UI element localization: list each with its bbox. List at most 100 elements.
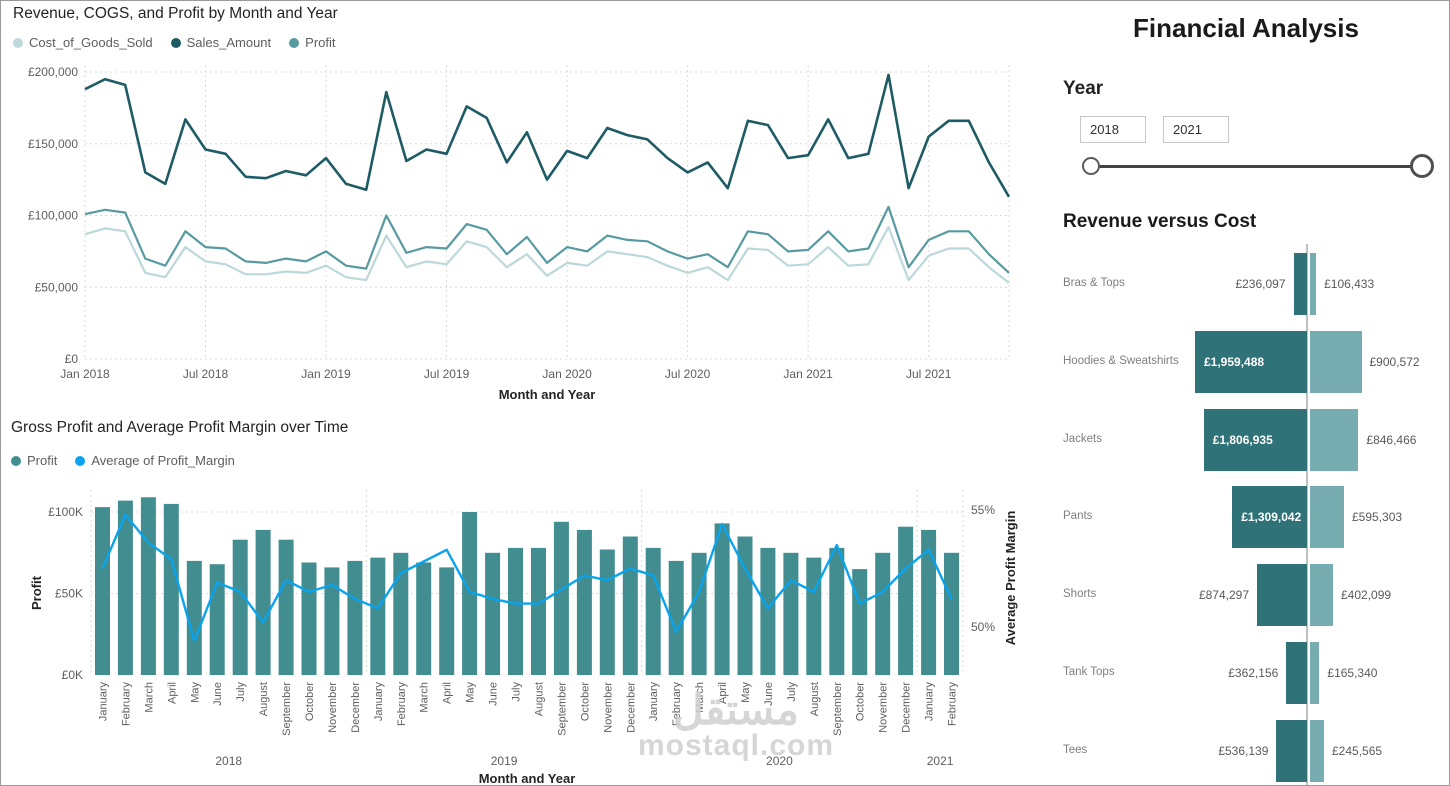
legend-item-profit[interactable]: Profit	[289, 35, 336, 50]
revenue-bar[interactable]	[1232, 486, 1307, 549]
avg-profit-margin-line[interactable]	[101, 513, 953, 643]
month-label: July	[235, 682, 247, 702]
profit-bar[interactable]	[599, 549, 615, 676]
month-label: July	[786, 682, 798, 702]
profit-bar[interactable]	[209, 564, 225, 675]
month-label: November	[878, 682, 890, 733]
cost-value-label: £846,466	[1366, 432, 1417, 447]
y-tick-label: £100,000	[28, 209, 78, 223]
profit-bar[interactable]	[485, 552, 501, 675]
profit-bar[interactable]	[622, 536, 638, 676]
cost-bar[interactable]	[1310, 253, 1317, 315]
month-label: July	[511, 682, 523, 702]
revenue-bar[interactable]	[1286, 642, 1307, 704]
year-slider-handle-start[interactable]	[1082, 157, 1100, 175]
profit-bar[interactable]	[140, 497, 156, 675]
legend-item-margin-line[interactable]: Average of Profit_Margin	[75, 453, 235, 468]
profit-bar[interactable]	[668, 560, 684, 675]
profit-bar[interactable]	[806, 557, 822, 675]
profit-bar[interactable]	[163, 503, 179, 675]
x-tick-label: Jul 2019	[424, 367, 470, 381]
y-right-tick-label: 50%	[971, 620, 995, 634]
tornado-category-label: Bras & Tops	[1063, 277, 1125, 289]
year-end-input[interactable]: 2021	[1163, 116, 1229, 143]
profit-bar[interactable]	[278, 539, 294, 675]
profit-bar[interactable]	[760, 547, 776, 675]
tornado-category-label: Hoodies & Sweatshirts	[1063, 354, 1179, 367]
year-slicer-label: Year	[1063, 78, 1104, 99]
revenue-bar[interactable]	[1195, 330, 1307, 393]
month-label: January	[924, 682, 936, 722]
profit-bar[interactable]	[439, 567, 455, 675]
x-tick-label: Jan 2021	[783, 367, 833, 381]
profit-bar[interactable]	[737, 536, 753, 676]
profit-bar[interactable]	[531, 547, 546, 675]
gross-profit-margin-chart-panel: Gross Profit and Average Profit Margin o…	[1, 407, 1041, 785]
month-label: April	[717, 682, 729, 704]
profit-bar[interactable]	[875, 552, 891, 675]
cost-value-label: £245,565	[1332, 743, 1383, 758]
profit-bar[interactable]	[783, 552, 799, 675]
profit-bar[interactable]	[95, 507, 110, 675]
x-tick-label: Jul 2020	[665, 367, 711, 381]
legend-item-cogs[interactable]: Cost_of_Goods_Sold	[13, 35, 153, 50]
series-line-Sales_Amount[interactable]	[84, 73, 1011, 198]
cost-bar[interactable]	[1310, 408, 1359, 471]
profit-bar[interactable]	[714, 523, 730, 675]
cost-bar[interactable]	[1310, 642, 1320, 704]
profit-bar[interactable]	[645, 547, 661, 675]
month-label: February	[671, 682, 683, 727]
month-label: February	[396, 682, 408, 727]
month-label: February	[120, 682, 132, 727]
cost-value-label: £106,433	[1324, 277, 1375, 291]
profit-bar[interactable]	[370, 557, 386, 675]
month-label: May	[465, 682, 477, 703]
profit-bar[interactable]	[416, 562, 432, 676]
profit-bar[interactable]	[186, 560, 202, 675]
month-label: February	[947, 682, 959, 727]
legend-item-profit-bars[interactable]: Profit	[11, 453, 57, 468]
month-label: January	[98, 682, 110, 722]
profit-bar[interactable]	[232, 539, 248, 675]
profit-bar[interactable]	[117, 500, 133, 675]
profit-bar[interactable]	[944, 552, 959, 675]
profit-bar[interactable]	[553, 521, 569, 675]
profit-bar[interactable]	[898, 526, 914, 675]
month-label: May	[189, 682, 201, 703]
profit-bar[interactable]	[393, 552, 409, 675]
cost-bar[interactable]	[1310, 330, 1362, 393]
profit-bar[interactable]	[255, 529, 271, 675]
profit-bar[interactable]	[508, 547, 523, 675]
year-start-input[interactable]: 2018	[1080, 116, 1146, 143]
series-line-Profit[interactable]	[84, 205, 1010, 274]
revenue-bar[interactable]	[1293, 253, 1307, 315]
year-slider-track[interactable]	[1091, 165, 1422, 168]
series-line-Cost_of_Goods_Sold[interactable]	[84, 225, 1010, 284]
profit-bar[interactable]	[852, 569, 868, 675]
profit-bar[interactable]	[324, 567, 340, 675]
cost-bar[interactable]	[1310, 719, 1324, 782]
legend-dot-margin-line	[75, 455, 86, 466]
month-label: December	[625, 682, 637, 733]
profit-bar[interactable]	[462, 512, 478, 675]
y-left-tick-label: £50K	[55, 587, 83, 601]
month-label: September	[281, 682, 293, 736]
year-slider-handle-end[interactable]	[1410, 154, 1434, 178]
revenue-bar[interactable]	[1203, 408, 1307, 471]
cost-bar[interactable]	[1310, 564, 1333, 627]
profit-bar[interactable]	[576, 529, 592, 675]
revenue-bar[interactable]	[1276, 719, 1307, 782]
profit-bar[interactable]	[301, 562, 317, 676]
y-tick-label: £150,000	[28, 137, 78, 151]
profit-bar[interactable]	[829, 547, 845, 675]
profit-bar[interactable]	[347, 560, 363, 675]
cost-value-label: £900,572	[1369, 354, 1420, 369]
cost-bar[interactable]	[1310, 486, 1344, 549]
legend-label-margin-line: Average of Profit_Margin	[91, 453, 235, 468]
profit-bar[interactable]	[691, 552, 707, 675]
legend-item-sales[interactable]: Sales_Amount	[170, 35, 271, 50]
profit-bar[interactable]	[921, 529, 937, 675]
cost-value-label: £402,099	[1341, 588, 1392, 603]
tornado-category-label: Tank Tops	[1063, 666, 1115, 678]
revenue-bar[interactable]	[1257, 564, 1307, 627]
